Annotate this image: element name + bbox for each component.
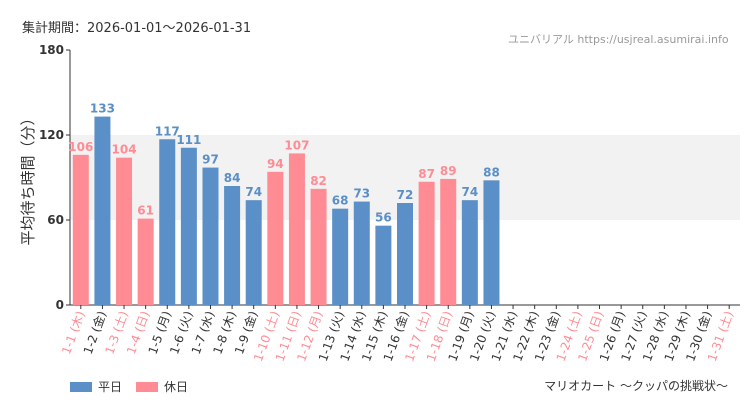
data-label: 89 [440,164,457,178]
bar[interactable] [159,139,176,305]
bar[interactable] [224,186,241,305]
bar[interactable] [116,157,133,305]
data-label: 74 [245,185,262,199]
period-label: 集計期間：2026-01-01～2026-01-31 [22,21,252,36]
bar[interactable] [94,116,111,305]
legend-holiday-label: 休日 [164,380,189,394]
data-label: 111 [176,133,201,147]
bar[interactable] [483,180,500,305]
y-axis-label: 平均待ち時間（分） [19,110,37,245]
data-label: 68 [332,194,349,208]
legend-holiday[interactable]: 休日 [136,378,188,395]
data-label: 117 [155,124,180,138]
data-label: 97 [202,153,219,167]
bar[interactable] [440,178,457,305]
bar[interactable] [397,203,413,305]
site-credit: ユニバリアル https://usjreal.asumirai.info [508,33,729,46]
bar[interactable] [288,153,305,305]
data-label: 94 [267,157,284,171]
legend-weekday-label: 平日 [98,380,123,394]
legend-weekday-swatch [70,381,92,392]
y-tick-label: 0 [56,298,64,312]
data-label: 73 [353,187,370,201]
data-label: 87 [418,167,435,181]
data-label: 61 [137,204,154,218]
bar[interactable] [418,181,435,305]
bar[interactable] [245,200,262,305]
y-tick-label: 120 [39,128,64,142]
legend: 平日 休日 [70,378,202,395]
bar[interactable] [353,201,370,305]
bar[interactable] [72,154,89,305]
data-label: 56 [375,211,392,225]
bar[interactable] [375,225,392,305]
data-label: 107 [284,138,309,152]
data-label: 82 [310,174,327,188]
data-label: 74 [461,185,478,199]
y-tick-label: 180 [39,43,64,57]
data-label: 88 [483,165,500,179]
attraction-name: マリオカート ～クッパの挑戦状～ [544,379,728,393]
data-label: 72 [397,188,414,202]
bar[interactable] [332,208,349,305]
data-label: 133 [90,102,115,116]
bar[interactable] [461,200,478,305]
bar[interactable] [180,147,197,305]
bar[interactable] [202,167,219,305]
legend-holiday-swatch [136,381,159,392]
bar[interactable] [267,171,284,305]
data-label: 104 [112,143,137,157]
data-label: 106 [68,140,93,154]
bar[interactable] [137,218,154,305]
data-label: 84 [224,171,241,185]
legend-weekday[interactable]: 平日 [70,378,122,395]
bar[interactable] [310,188,327,305]
y-tick-label: 60 [47,213,64,227]
